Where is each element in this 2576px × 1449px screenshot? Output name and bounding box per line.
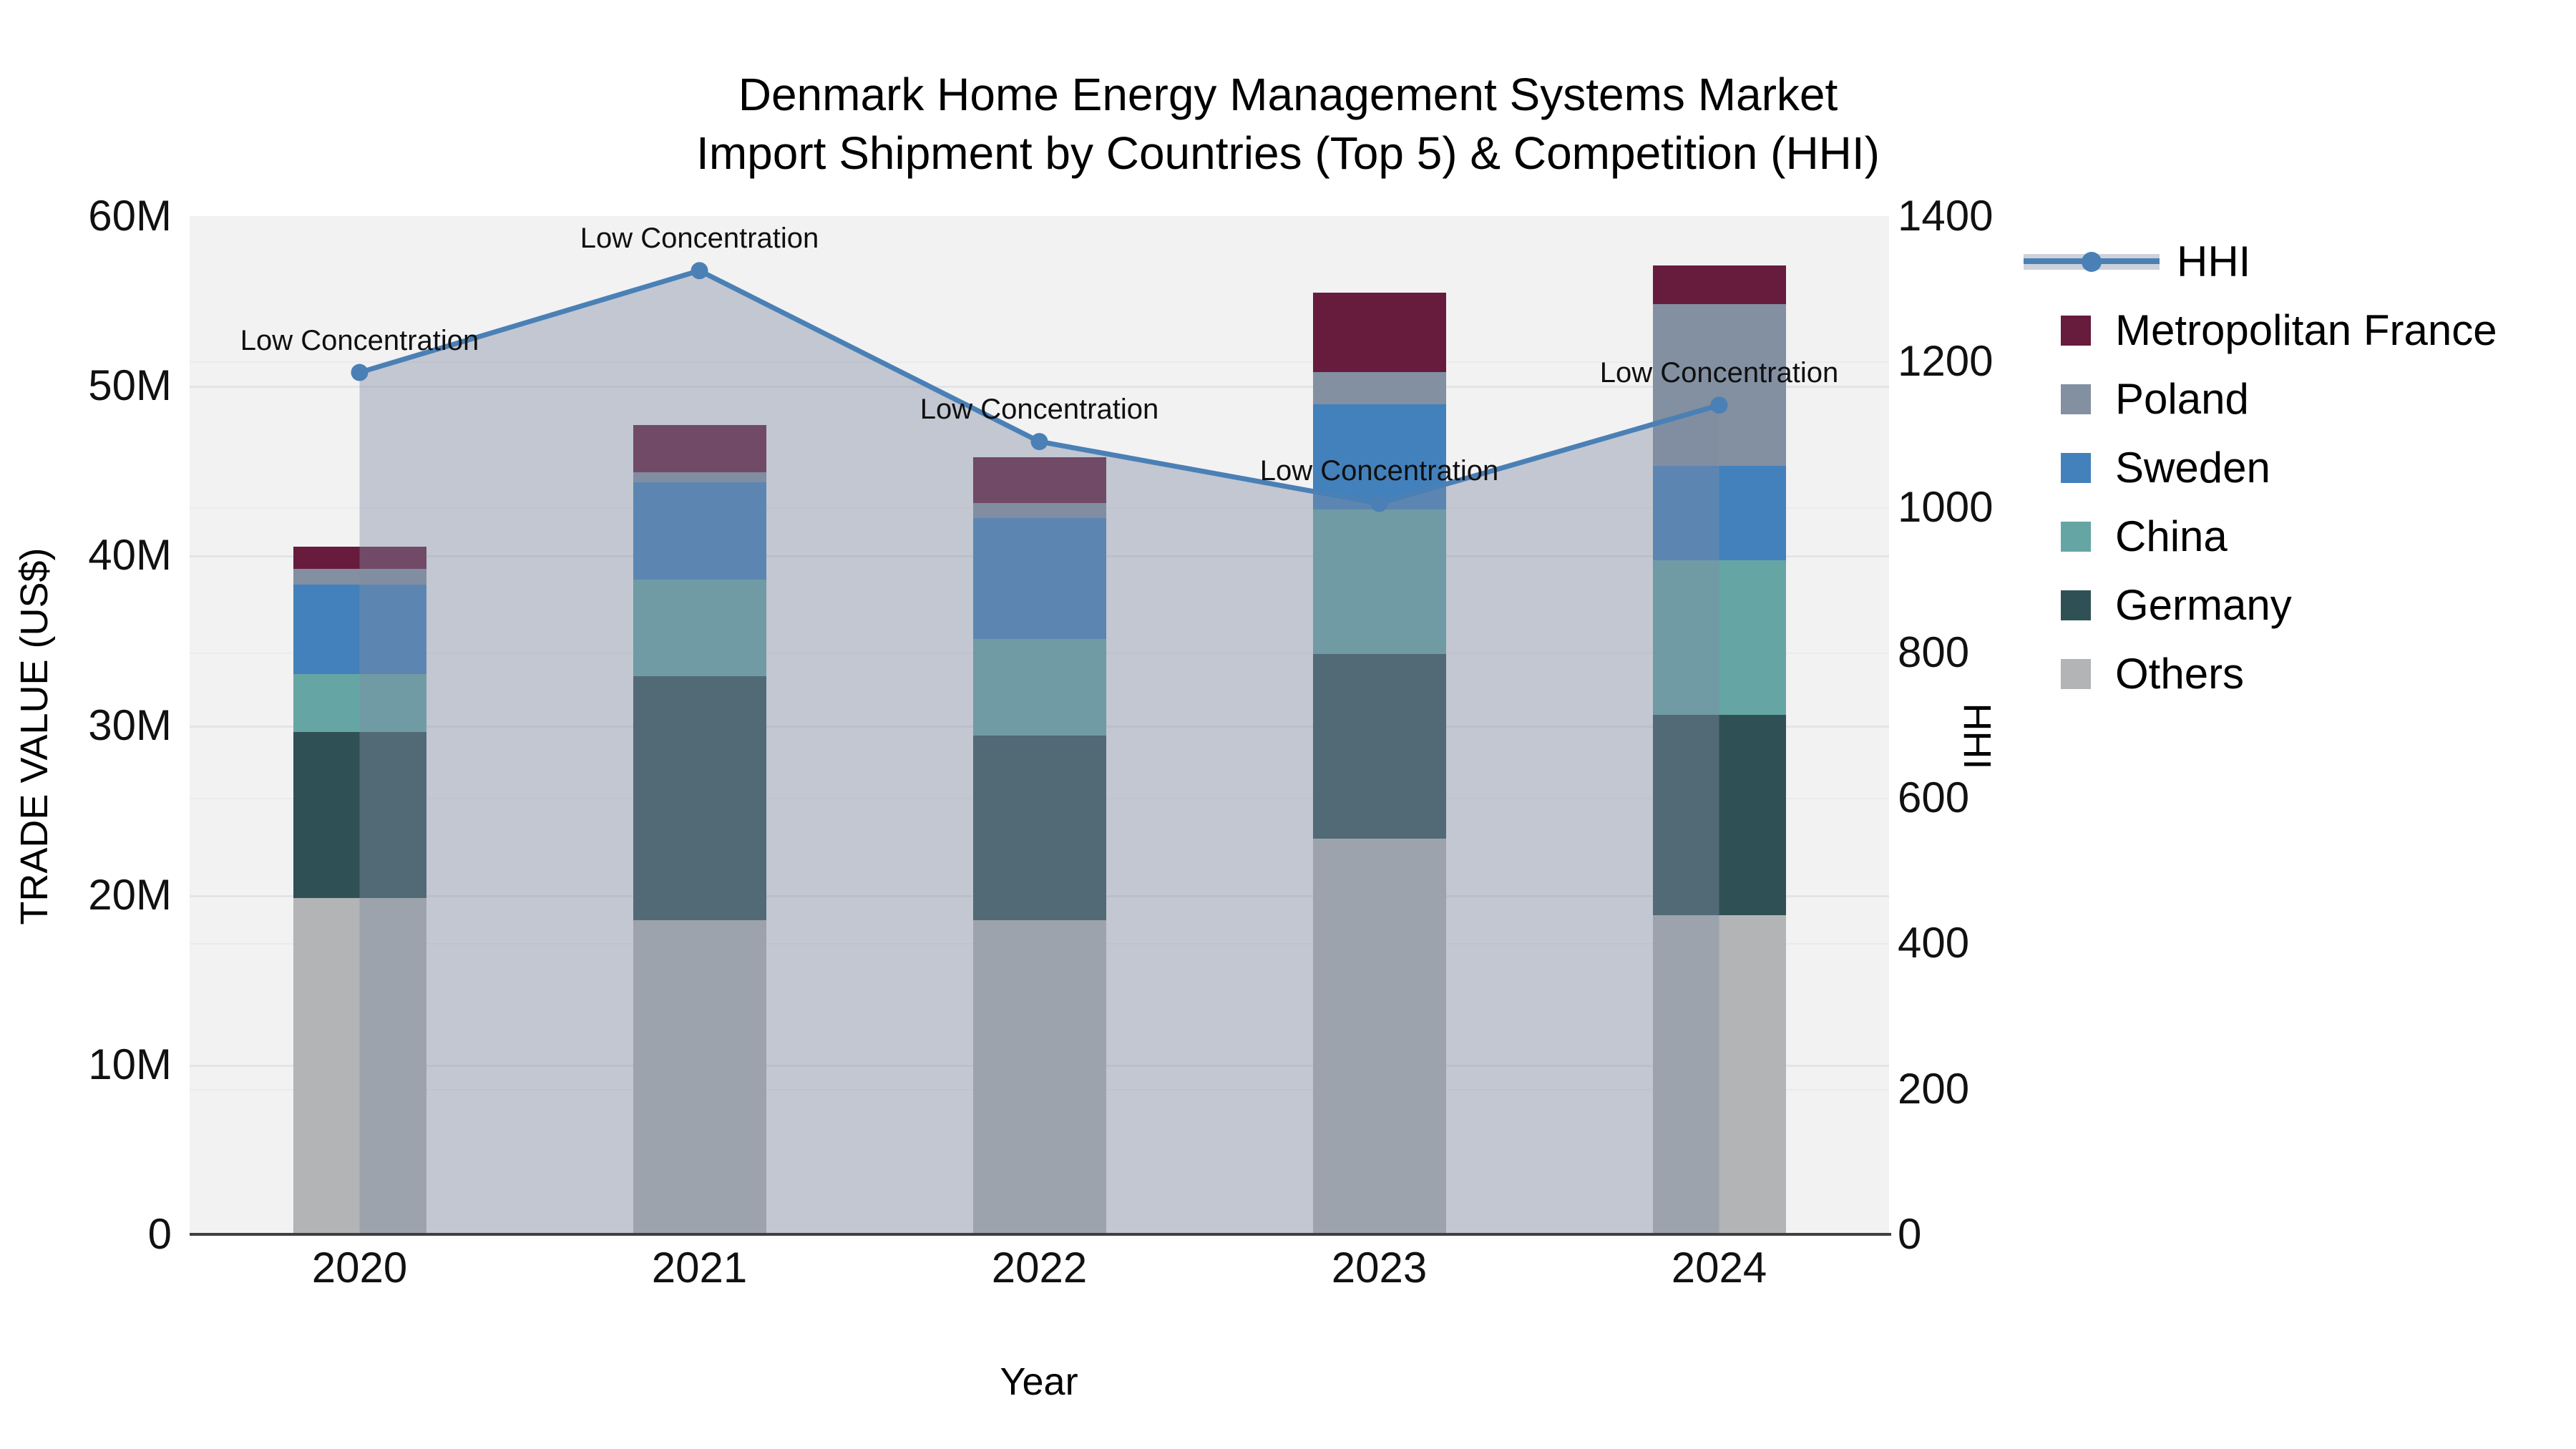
bar-segment-china-2022[interactable]	[972, 638, 1106, 736]
bar-segment-others-2022[interactable]	[972, 920, 1106, 1234]
bar-segment-china-2023[interactable]	[1312, 509, 1446, 654]
bar-segment-poland-2020[interactable]	[293, 569, 426, 585]
hhi-marker-2021[interactable]	[691, 262, 708, 280]
legend-item-sweden[interactable]: Sweden	[2061, 434, 2270, 502]
hhi-marker-2020[interactable]	[351, 364, 369, 381]
hhi-marker-2024[interactable]	[1710, 396, 1728, 414]
legend-label-poland: Poland	[2115, 375, 2249, 423]
hhi-marker-2023[interactable]	[1370, 494, 1388, 512]
x-tick-2024[interactable]: 2024	[1671, 1244, 1767, 1292]
legend-item-others[interactable]: Others	[2061, 640, 2244, 708]
bar-segment-poland-2023[interactable]	[1312, 372, 1446, 405]
bar-segment-metropolitan-france-2020[interactable]	[293, 547, 426, 570]
bar-segment-china-2024[interactable]	[1652, 560, 1786, 716]
bar-segment-sweden-2020[interactable]	[293, 584, 426, 675]
bar-segment-germany-2022[interactable]	[972, 735, 1106, 921]
legend-label-others: Others	[2115, 650, 2245, 698]
legend-swatch-poland	[2061, 384, 2091, 414]
bar-segment-sweden-2022[interactable]	[972, 518, 1106, 639]
y-left-tick-50M: 50M	[88, 361, 172, 410]
y-left-tick-10M: 10M	[88, 1040, 172, 1088]
bar-segment-china-2020[interactable]	[293, 674, 426, 732]
y-left-tick-30M: 30M	[88, 701, 172, 749]
legend-swatch-metropolitan-france	[2061, 316, 2091, 346]
legend-item-poland[interactable]: Poland	[2061, 365, 2249, 434]
bar-segment-sweden-2024[interactable]	[1652, 465, 1786, 561]
chart-title-line2: Import Shipment by Countries (Top 5) & C…	[696, 127, 1880, 179]
y-right-tick-400: 400	[1898, 919, 1970, 967]
legend-item-metropolitan-france[interactable]: Metropolitan France	[2061, 296, 2497, 365]
legend-swatch-sweden	[2061, 453, 2091, 483]
bar-segment-germany-2024[interactable]	[1652, 715, 1786, 916]
legend-item-germany[interactable]: Germany	[2061, 571, 2292, 640]
bar-segment-others-2023[interactable]	[1312, 839, 1446, 1234]
y-right-tick-1200: 1200	[1898, 337, 1994, 386]
bar-segment-china-2021[interactable]	[633, 579, 766, 676]
bar-segment-poland-2022[interactable]	[972, 502, 1106, 519]
bar-segment-metropolitan-france-2024[interactable]	[1652, 265, 1786, 305]
bar-segment-germany-2021[interactable]	[633, 675, 766, 921]
annotation-low-concentration-2021: Low Concentration	[580, 223, 819, 255]
y-right-tick-1400: 1400	[1898, 192, 1994, 240]
bar-segment-germany-2020[interactable]	[293, 732, 426, 899]
y-right-tick-1000: 1000	[1898, 482, 1994, 531]
bar-segment-metropolitan-france-2023[interactable]	[1312, 292, 1446, 373]
legend-swatch-others	[2061, 659, 2091, 689]
hhi-marker-swatch	[2082, 252, 2102, 272]
chart-title-line1: Denmark Home Energy Management Systems M…	[738, 69, 1838, 120]
bar-segment-poland-2021[interactable]	[633, 472, 766, 483]
legend-label-hhi: HHI	[2177, 238, 2251, 286]
y-left-tick-60M: 60M	[88, 192, 172, 240]
x-tick-2023[interactable]: 2023	[1331, 1244, 1428, 1292]
y-left-tick-0: 0	[147, 1210, 172, 1258]
bar-segment-sweden-2021[interactable]	[633, 482, 766, 580]
bar-segment-metropolitan-france-2021[interactable]	[633, 424, 766, 473]
y-right-tick-800: 800	[1898, 628, 1970, 676]
hhi-marker-2022[interactable]	[1030, 433, 1048, 451]
legend-label-metropolitan-france: Metropolitan France	[2115, 306, 2497, 354]
gridline-trade-50M	[190, 386, 1889, 389]
annotation-low-concentration-2020: Low Concentration	[240, 324, 479, 356]
legend-label-germany: Germany	[2115, 581, 2292, 629]
legend-label-china: China	[2115, 512, 2228, 560]
x-axis-title: Year	[1000, 1360, 1078, 1403]
legend-swatch-china	[2061, 522, 2091, 552]
y-right-tick-600: 600	[1898, 774, 1970, 822]
hhi-overlay	[351, 262, 1728, 1234]
legend-swatch-germany	[2061, 590, 2091, 620]
bar-segment-metropolitan-france-2022[interactable]	[972, 457, 1106, 503]
plot-area	[190, 216, 1889, 1234]
y-left-tick-40M: 40M	[88, 531, 172, 580]
annotation-low-concentration-2022: Low Concentration	[919, 394, 1159, 426]
x-axis-line	[190, 1233, 1891, 1236]
bar-segment-others-2020[interactable]	[293, 898, 426, 1234]
bar-segment-poland-2024[interactable]	[1652, 304, 1786, 466]
y-left-tick-20M: 20M	[88, 870, 172, 919]
bar-segment-others-2021[interactable]	[633, 920, 766, 1234]
annotation-low-concentration-2024: Low Concentration	[1599, 357, 1839, 389]
gridline-hhi-1200	[190, 361, 1889, 364]
annotation-low-concentration-2023: Low Concentration	[1259, 455, 1499, 487]
legend-item-china[interactable]: China	[2061, 502, 2228, 571]
y-right-tick-200: 200	[1898, 1064, 1970, 1113]
bar-segment-germany-2023[interactable]	[1312, 653, 1446, 839]
legend-item-hhi[interactable]: HHI	[2024, 228, 2251, 296]
x-tick-2021[interactable]: 2021	[651, 1244, 748, 1292]
x-tick-2022[interactable]: 2022	[991, 1244, 1088, 1292]
hhi-line-legend-symbol	[2024, 251, 2160, 273]
bar-segment-others-2024[interactable]	[1652, 915, 1786, 1234]
y-right-tick-0: 0	[1898, 1210, 1922, 1258]
legend-label-sweden: Sweden	[2115, 444, 2270, 492]
x-tick-2020[interactable]: 2020	[311, 1244, 408, 1292]
